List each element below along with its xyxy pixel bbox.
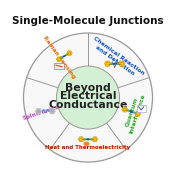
Circle shape [51,109,54,113]
Circle shape [58,58,60,60]
Circle shape [123,110,125,112]
Circle shape [122,61,124,63]
Circle shape [81,140,83,142]
Circle shape [117,63,119,65]
Circle shape [122,108,124,111]
Circle shape [119,63,121,65]
Circle shape [92,138,94,140]
Circle shape [50,108,52,111]
Circle shape [59,57,61,59]
Circle shape [108,63,111,65]
Circle shape [105,64,108,67]
Circle shape [78,138,81,140]
Circle shape [57,60,59,62]
Circle shape [125,107,127,109]
Circle shape [95,137,97,139]
Circle shape [53,110,56,112]
Circle shape [50,112,52,114]
Circle shape [106,62,109,65]
Circle shape [135,113,137,115]
Circle shape [127,110,129,112]
Ellipse shape [86,139,90,140]
Circle shape [82,138,84,140]
Circle shape [122,63,125,65]
Circle shape [70,52,72,54]
Circle shape [93,138,96,141]
Circle shape [95,138,98,140]
Circle shape [23,33,153,162]
Circle shape [93,140,95,142]
Text: Chemical Reaction
and Detection: Chemical Reaction and Detection [89,36,145,80]
Circle shape [107,64,110,67]
Ellipse shape [130,111,133,112]
Text: Raman Sensing: Raman Sensing [42,35,76,80]
Ellipse shape [83,142,90,146]
Circle shape [120,62,123,65]
Circle shape [68,51,70,53]
FancyBboxPatch shape [137,105,146,112]
Circle shape [123,108,126,111]
Text: Electrical: Electrical [60,91,116,101]
Circle shape [37,109,40,113]
Ellipse shape [113,63,117,64]
Circle shape [105,63,107,65]
Circle shape [39,110,42,112]
Circle shape [35,110,38,112]
Circle shape [139,113,141,115]
Text: Single-Molecule Junctions: Single-Molecule Junctions [12,16,164,26]
Circle shape [90,138,92,140]
Circle shape [59,60,61,62]
Circle shape [79,140,81,142]
Circle shape [125,108,128,111]
Circle shape [95,140,97,142]
Circle shape [120,64,122,67]
Circle shape [57,57,59,59]
Circle shape [133,112,135,114]
FancyBboxPatch shape [54,63,64,69]
Circle shape [60,58,62,60]
Circle shape [111,63,113,65]
Circle shape [56,58,58,60]
Circle shape [38,112,41,114]
Circle shape [122,64,124,67]
Circle shape [81,137,83,139]
Circle shape [84,138,86,140]
Circle shape [52,108,55,111]
Circle shape [38,108,41,111]
Circle shape [138,114,140,116]
Circle shape [138,111,140,113]
Text: Heat and Thermoelectricity: Heat and Thermoelectricity [45,145,131,150]
Circle shape [120,61,122,63]
Circle shape [67,52,69,54]
Text: Beyond: Beyond [65,83,111,93]
Circle shape [125,110,127,112]
Circle shape [68,52,71,54]
Circle shape [93,137,95,139]
Circle shape [36,112,39,114]
Circle shape [80,138,83,141]
Circle shape [123,107,125,109]
Text: Spintronics: Spintronics [22,105,60,121]
Circle shape [136,112,139,115]
Circle shape [56,66,120,129]
Circle shape [69,51,71,53]
Ellipse shape [63,55,66,57]
Circle shape [36,108,39,111]
Circle shape [49,110,51,112]
Circle shape [61,57,63,58]
Text: Quantum
Interference: Quantum Interference [123,91,146,134]
Circle shape [79,137,81,139]
Circle shape [136,111,138,113]
Circle shape [68,53,70,56]
Text: Conductance: Conductance [48,100,128,110]
Circle shape [66,54,68,56]
Circle shape [52,112,55,114]
Circle shape [69,53,71,56]
Circle shape [136,114,138,116]
Circle shape [105,61,108,63]
Circle shape [107,61,110,63]
